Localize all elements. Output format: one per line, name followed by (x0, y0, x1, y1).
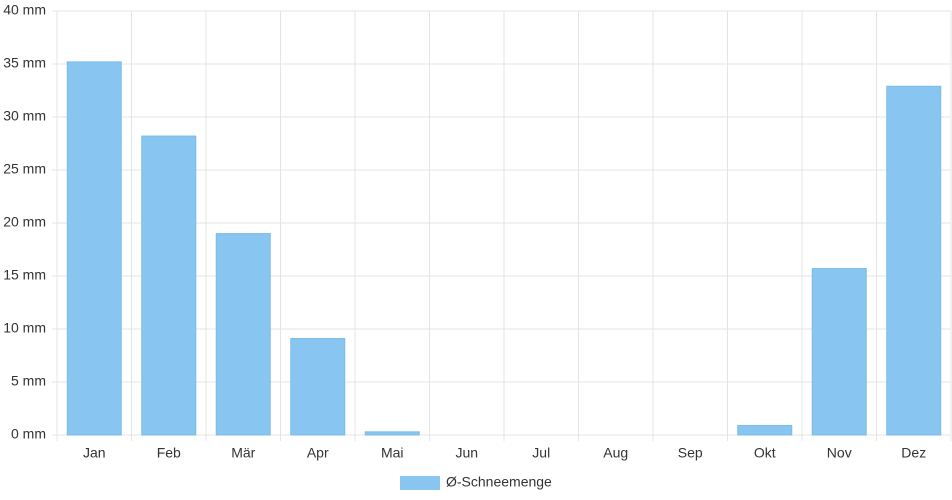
bar (737, 424, 793, 436)
x-tick-label: Mär (231, 445, 255, 461)
x-tick-label: Jun (455, 445, 478, 461)
y-tick-label: 5 mm (11, 373, 46, 389)
bar (215, 233, 271, 436)
x-tick-label: Okt (754, 445, 776, 461)
y-tick-label: 15 mm (3, 267, 46, 283)
legend-label: Ø-Schneemenge (446, 474, 552, 490)
y-tick-label: 30 mm (3, 108, 46, 124)
x-tick-label: Aug (603, 445, 628, 461)
y-tick-label: 40 mm (3, 2, 46, 18)
x-tick-label: Mai (381, 445, 404, 461)
bar (364, 431, 420, 436)
bar (141, 135, 197, 436)
y-tick-label: 20 mm (3, 214, 46, 230)
x-tick-label: Jul (532, 445, 550, 461)
y-tick-label: 0 mm (11, 426, 46, 442)
y-tick-label: 35 mm (3, 55, 46, 71)
y-tick-label: 25 mm (3, 161, 46, 177)
x-tick-label: Nov (827, 445, 852, 461)
legend-swatch (400, 476, 440, 490)
y-tick-label: 10 mm (3, 320, 46, 336)
bar (290, 338, 346, 436)
x-tick-label: Sep (678, 445, 703, 461)
bar (66, 61, 122, 436)
x-tick-label: Dez (901, 445, 926, 461)
bar (886, 85, 942, 436)
bar (811, 268, 867, 436)
x-tick-label: Apr (307, 445, 329, 461)
x-tick-label: Jan (83, 445, 106, 461)
x-tick-label: Feb (157, 445, 181, 461)
